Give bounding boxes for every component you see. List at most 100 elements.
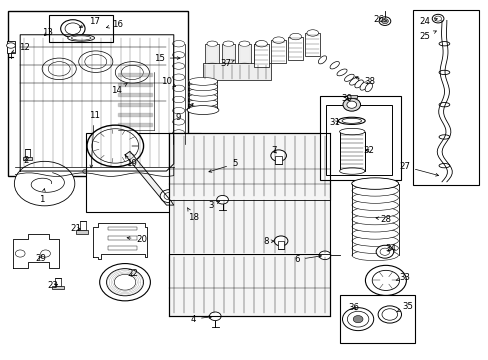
Circle shape <box>163 169 169 174</box>
Text: 26: 26 <box>372 15 386 24</box>
Ellipse shape <box>349 78 358 85</box>
Text: 18: 18 <box>187 208 199 222</box>
Circle shape <box>346 311 368 327</box>
Text: 11: 11 <box>89 111 100 168</box>
Text: 16: 16 <box>106 19 123 28</box>
Circle shape <box>342 98 360 111</box>
Bar <box>108 237 137 240</box>
Ellipse shape <box>365 83 372 92</box>
Circle shape <box>270 150 286 161</box>
Circle shape <box>61 20 85 38</box>
Ellipse shape <box>172 96 184 103</box>
Ellipse shape <box>206 41 217 46</box>
Text: 32: 32 <box>363 146 374 155</box>
Ellipse shape <box>79 51 113 72</box>
Text: 7: 7 <box>270 146 276 155</box>
Ellipse shape <box>306 30 318 36</box>
Circle shape <box>216 195 228 204</box>
Circle shape <box>14 161 75 206</box>
Bar <box>168 134 329 200</box>
Text: 3: 3 <box>208 201 219 210</box>
Ellipse shape <box>351 207 398 218</box>
Bar <box>320 96 400 180</box>
Ellipse shape <box>187 105 219 114</box>
Bar <box>22 157 32 160</box>
Ellipse shape <box>438 103 449 107</box>
Ellipse shape <box>351 178 398 189</box>
Polygon shape <box>254 45 266 62</box>
Ellipse shape <box>239 41 249 46</box>
Bar <box>275 156 282 164</box>
Ellipse shape <box>223 41 233 46</box>
Ellipse shape <box>344 74 353 81</box>
Circle shape <box>431 14 443 23</box>
Bar <box>108 226 137 230</box>
Ellipse shape <box>172 107 184 114</box>
Text: 17: 17 <box>80 17 100 28</box>
Circle shape <box>41 250 50 257</box>
Ellipse shape <box>351 200 398 211</box>
Bar <box>205 44 219 65</box>
Circle shape <box>342 308 373 330</box>
Text: 36: 36 <box>348 303 359 312</box>
Bar <box>25 149 30 157</box>
Circle shape <box>160 190 177 203</box>
Ellipse shape <box>84 54 106 69</box>
Text: 6: 6 <box>294 255 321 264</box>
Bar <box>221 44 235 65</box>
Circle shape <box>100 264 150 301</box>
Ellipse shape <box>351 235 398 246</box>
Bar <box>108 246 137 250</box>
Bar <box>80 221 85 230</box>
Circle shape <box>434 16 441 21</box>
Ellipse shape <box>188 88 217 96</box>
Ellipse shape <box>172 51 184 58</box>
Text: 1: 1 <box>40 189 45 204</box>
Circle shape <box>381 309 397 320</box>
Circle shape <box>371 270 399 291</box>
Circle shape <box>377 306 401 323</box>
Ellipse shape <box>68 35 94 41</box>
Text: 5: 5 <box>208 159 237 172</box>
Ellipse shape <box>351 228 398 239</box>
Circle shape <box>379 248 389 255</box>
Polygon shape <box>206 45 218 62</box>
Text: 13: 13 <box>41 28 52 37</box>
Circle shape <box>346 101 356 108</box>
Bar <box>203 63 271 80</box>
Circle shape <box>209 312 221 320</box>
Text: 2: 2 <box>23 156 29 165</box>
Circle shape <box>114 274 136 290</box>
Bar <box>326 105 391 175</box>
Text: 23: 23 <box>48 281 59 290</box>
Ellipse shape <box>172 118 184 125</box>
Text: 12: 12 <box>12 43 30 53</box>
Text: 28: 28 <box>375 215 390 224</box>
Circle shape <box>319 251 330 260</box>
Bar <box>305 33 320 56</box>
Text: 34: 34 <box>385 244 395 253</box>
Ellipse shape <box>351 250 398 261</box>
Circle shape <box>378 17 390 26</box>
Text: 15: 15 <box>153 54 180 63</box>
Bar <box>8 12 188 176</box>
Ellipse shape <box>115 62 149 83</box>
Circle shape <box>42 169 48 174</box>
Circle shape <box>123 169 129 174</box>
Text: 9: 9 <box>176 104 193 122</box>
Ellipse shape <box>351 214 398 225</box>
Circle shape <box>92 129 139 163</box>
Bar <box>346 95 356 98</box>
Text: 8: 8 <box>263 237 273 246</box>
Circle shape <box>87 125 143 167</box>
Text: 21: 21 <box>71 224 81 233</box>
Ellipse shape <box>289 33 301 40</box>
Bar <box>49 15 113 42</box>
Ellipse shape <box>255 63 265 67</box>
Bar <box>237 44 251 65</box>
Text: 10: 10 <box>161 77 175 86</box>
Ellipse shape <box>6 43 15 48</box>
Ellipse shape <box>255 41 265 46</box>
Bar <box>55 278 61 286</box>
Ellipse shape <box>48 62 70 76</box>
